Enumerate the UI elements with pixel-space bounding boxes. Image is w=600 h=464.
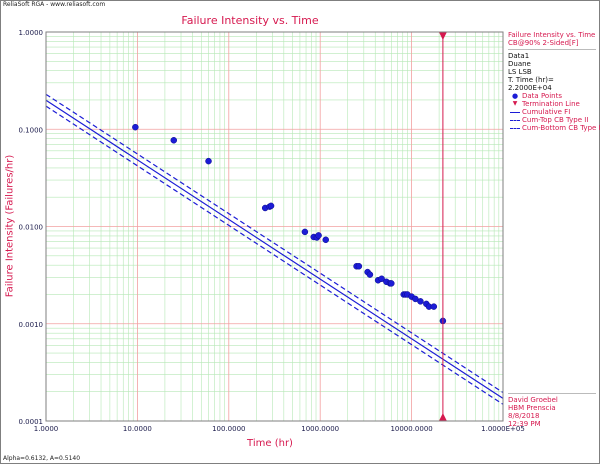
legend-item-cumulative-fi: Cumulative FI <box>508 108 596 116</box>
dashed-line-icon <box>510 127 520 129</box>
dot-icon: ● <box>511 92 519 100</box>
termination-line <box>438 32 447 421</box>
dashed-line-icon <box>510 119 520 121</box>
y-tick-label: 0.0010 <box>19 321 44 329</box>
data-point <box>170 137 178 144</box>
termination-top-marker <box>438 32 447 40</box>
x-tick-label: 10000.0000 <box>390 425 432 433</box>
app-header: ReliaSoft RGA - www.reliasoft.com <box>3 1 106 8</box>
cumulative-fi-line <box>45 99 504 399</box>
y-tick-label: 0.0100 <box>19 224 44 232</box>
data-points <box>132 123 447 325</box>
author-panel: David Groebel HBM Prenscia 8/8/2018 12:3… <box>508 393 596 428</box>
legend-subtitle: CB@90% 2-Sided[F] <box>508 39 579 47</box>
data-point <box>132 123 139 131</box>
plot-border <box>45 31 504 422</box>
triangle-icon: ▼ <box>512 100 518 107</box>
data-point <box>205 157 212 165</box>
legend-title: Failure Intensity vs. Time <box>508 31 596 39</box>
legend-label: Cumulative FI <box>522 108 571 116</box>
y-tick-label: 0.0001 <box>19 418 44 426</box>
legend-label: Cum-Top CB Type II <box>522 116 589 124</box>
legend-label: Cum-Bottom CB Type II <box>522 124 600 132</box>
data-point <box>366 271 374 278</box>
author-company: HBM Prenscia <box>508 404 556 412</box>
author-divider <box>508 393 596 394</box>
cum-bottom-cb-line <box>45 105 504 405</box>
fit-lines <box>45 93 504 405</box>
data-point <box>267 202 275 210</box>
legend-panel: Failure Intensity vs. Time CB@90% 2-Side… <box>508 31 600 132</box>
data-point <box>378 275 385 283</box>
author-time: 12:39 PM <box>508 420 541 428</box>
x-tick-label: 1000.0000 <box>301 425 339 433</box>
x-axis-label: Time (hr) <box>247 438 293 449</box>
data-point <box>315 232 322 239</box>
author-name: David Groebel <box>508 396 558 404</box>
cum-top-cb-line <box>45 93 504 393</box>
chart-title: Failure Intensity vs. Time <box>181 14 319 27</box>
legend-data-name: Data1 <box>508 52 530 60</box>
author-date: 8/8/2018 <box>508 412 540 420</box>
x-tick-label: 1.0000E+05 <box>481 425 525 433</box>
legend-model: Duane <box>508 60 531 68</box>
tick-labels: 1.0000 10.0000 100.0000 1000.0000 10000.0000… <box>19 29 525 433</box>
data-point <box>417 298 424 305</box>
y-axis-label: Failure Intensity (Failures/hr) <box>4 154 16 298</box>
legend-item-bottom-cb: Cum-Bottom CB Type II <box>508 124 600 132</box>
termination-bottom-marker <box>438 413 447 421</box>
legend-term-time: T. Time (hr)= 2.2000E+04 <box>508 76 554 92</box>
legend-divider <box>508 49 596 50</box>
solid-line-icon <box>510 111 520 113</box>
y-tick-label: 0.1000 <box>19 126 44 134</box>
legend-item-top-cb: Cum-Top CB Type II <box>508 116 596 124</box>
legend-label: Data Points <box>522 92 562 100</box>
legend-item-termination: ▼ Termination Line <box>508 100 596 108</box>
data-point <box>301 228 309 236</box>
y-tick-label: 1.0000 <box>19 29 44 37</box>
x-tick-label: 1.0000 <box>34 425 59 433</box>
data-point <box>355 263 363 270</box>
legend-method: LS LSB <box>508 68 532 76</box>
x-tick-label: 100.0000 <box>212 425 245 433</box>
status-params: Alpha=0.6132, A=0.5140 <box>3 455 81 462</box>
legend-item-data-points: ● Data Points <box>508 92 596 100</box>
x-tick-label: 10.0000 <box>123 425 152 433</box>
legend-label: Termination Line <box>522 100 580 108</box>
data-point <box>430 303 438 310</box>
data-point <box>322 236 329 244</box>
data-point <box>388 280 395 287</box>
